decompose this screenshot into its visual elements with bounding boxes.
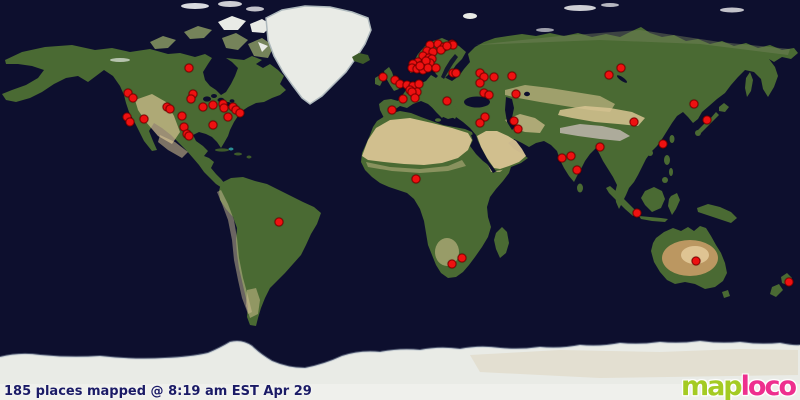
place-dot <box>572 165 582 175</box>
logo-text-map: map <box>680 371 743 400</box>
place-dot <box>616 63 626 73</box>
place-dot <box>219 103 229 113</box>
place-dot <box>442 41 452 51</box>
antarctica <box>0 339 800 400</box>
status-caption: 185 places mapped @ 8:19 am EST Apr 29 <box>4 384 312 399</box>
place-dot <box>274 217 284 227</box>
place-dot <box>457 253 467 263</box>
southeast-asia-oceania <box>606 186 792 298</box>
place-dot <box>475 118 485 128</box>
place-dot <box>235 108 245 118</box>
place-dot <box>165 104 175 114</box>
place-dot <box>378 72 388 82</box>
maploco-logo[interactable]: maploco <box>680 371 797 400</box>
greenland <box>265 5 372 105</box>
place-dot <box>566 151 576 161</box>
place-dot <box>629 117 639 127</box>
place-dot <box>208 120 218 130</box>
place-dot <box>139 114 149 124</box>
place-dot <box>410 93 420 103</box>
place-dot <box>387 105 397 115</box>
place-dot <box>511 89 521 99</box>
place-dot <box>632 208 642 218</box>
place-dot <box>223 112 233 122</box>
place-dot <box>689 99 699 109</box>
place-dot <box>177 111 187 121</box>
place-dot <box>480 112 490 122</box>
place-dot <box>442 96 452 106</box>
place-dot <box>691 256 701 266</box>
continent-south-america <box>217 177 321 326</box>
place-dot <box>411 174 421 184</box>
place-dot <box>557 153 567 163</box>
place-dot <box>784 277 794 287</box>
place-dot <box>489 72 499 82</box>
place-dot <box>484 90 494 100</box>
place-dot <box>123 88 133 98</box>
place-dot <box>451 68 461 78</box>
place-dot <box>186 94 196 104</box>
place-dot <box>513 124 523 134</box>
place-dot <box>198 102 208 112</box>
place-dot <box>595 142 605 152</box>
continent-africa <box>361 111 512 278</box>
cloud-wisps <box>110 1 744 62</box>
place-dot <box>431 63 441 73</box>
place-dot <box>658 139 668 149</box>
place-dot <box>184 63 194 73</box>
logo-text-loco: loco <box>740 371 797 400</box>
place-dot <box>507 71 517 81</box>
place-dot <box>415 61 425 71</box>
place-dot <box>447 259 457 269</box>
place-dot <box>604 70 614 80</box>
place-dot <box>125 117 135 127</box>
place-dot <box>184 131 194 141</box>
place-dot <box>128 93 138 103</box>
place-dot <box>702 115 712 125</box>
place-dot <box>475 78 485 88</box>
place-dot <box>398 94 408 104</box>
place-dot <box>208 100 218 110</box>
